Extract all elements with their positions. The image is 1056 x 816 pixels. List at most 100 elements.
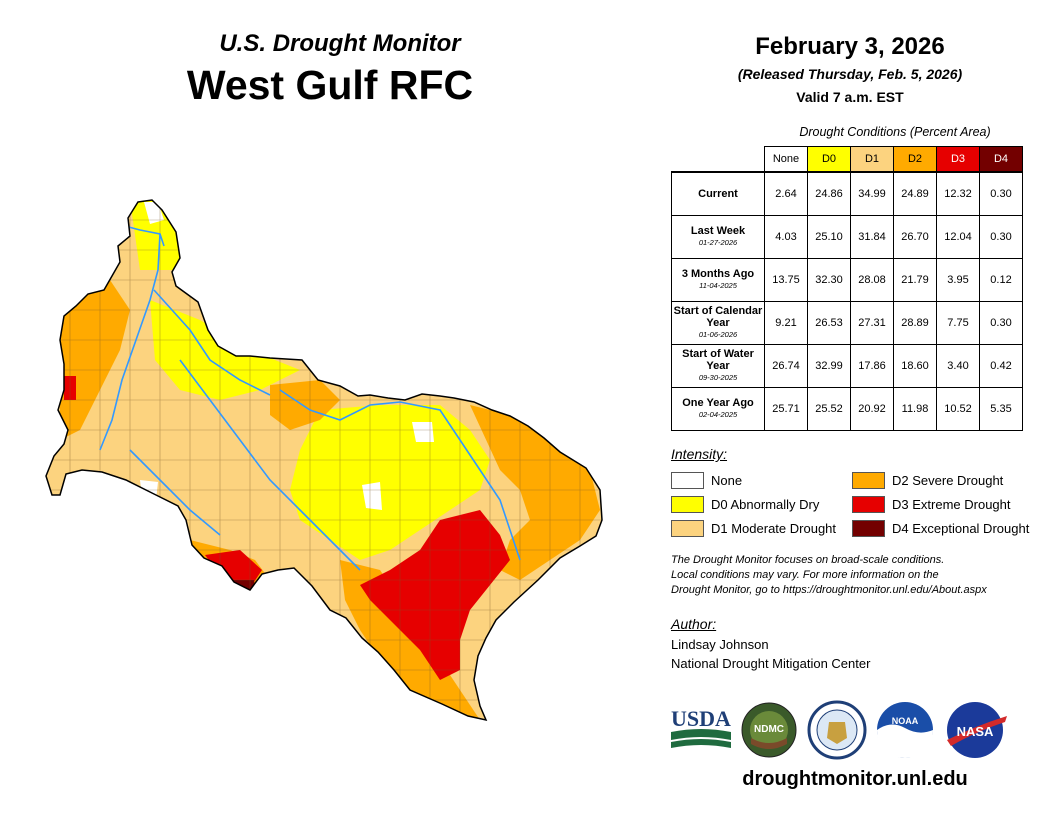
table-cell: 11.98 <box>893 387 937 431</box>
table-cell: 7.75 <box>936 301 980 345</box>
table-row-calendar-year: Start of Calendar Year 01-06-2026 9.21 26… <box>671 301 1023 345</box>
ndmc-logo: NDMC <box>741 702 797 758</box>
table-cell: 0.30 <box>979 301 1023 345</box>
legend-swatch <box>852 472 885 489</box>
row-label: One Year Ago 02-04-2025 <box>671 387 765 431</box>
table-cell: 32.30 <box>807 258 851 302</box>
table-cell: 12.32 <box>936 171 980 216</box>
svg-text:USDA: USDA <box>671 706 731 731</box>
table-cell: 10.52 <box>936 387 980 431</box>
legend-swatch <box>671 472 704 489</box>
legend-swatch <box>852 496 885 513</box>
table-cell: 27.31 <box>850 301 894 345</box>
nasa-logo: NASA <box>947 702 1007 758</box>
col-d4: D4 <box>979 146 1023 173</box>
note-line: Local conditions may vary. For more info… <box>671 569 939 581</box>
d2-zone-north-central <box>270 380 340 430</box>
table-cell: 13.75 <box>764 258 808 302</box>
table-cell: 9.21 <box>764 301 808 345</box>
rivers <box>99 219 521 571</box>
table-cell: 2.64 <box>764 171 808 216</box>
legend-swatch <box>852 520 885 537</box>
svg-text:NDMC: NDMC <box>754 724 784 735</box>
col-d0: D0 <box>807 146 851 173</box>
d3-zone-big-bend <box>205 550 262 588</box>
legend-label: D3 Extreme Drought <box>892 497 1011 512</box>
author-org: National Drought Mitigation Center <box>671 656 871 671</box>
svg-text:NASA: NASA <box>957 724 994 739</box>
table-header-row: None D0 D1 D2 D3 D4 <box>672 146 1023 173</box>
legend-swatch <box>671 496 704 513</box>
header-corner <box>672 147 765 173</box>
legend-d0: D0 Abnormally Dry <box>671 496 819 513</box>
table-cell: 24.86 <box>807 171 851 216</box>
table-cell: 12.04 <box>936 215 980 259</box>
table-cell: 34.99 <box>850 171 894 216</box>
legend-d4: D4 Exceptional Drought <box>852 520 1029 537</box>
table-cell: 26.74 <box>764 344 808 388</box>
table-cell: 5.35 <box>979 387 1023 431</box>
website-url[interactable]: droughtmonitor.unl.edu <box>742 768 968 790</box>
legend-swatch <box>671 520 704 537</box>
table-cell: 4.03 <box>764 215 808 259</box>
disclaimer-note: The Drought Monitor focuses on broad-sca… <box>671 553 1041 598</box>
legend-d3: D3 Extreme Drought <box>852 496 1011 513</box>
row-label: Last Week 01-27-2026 <box>671 215 765 259</box>
d3-zone-south-texas <box>360 510 510 680</box>
table-row-current: Current 2.64 24.86 34.99 24.89 12.32 0.3… <box>671 171 1023 216</box>
table-cell: 28.08 <box>850 258 894 302</box>
table-cell: 20.92 <box>850 387 894 431</box>
none-zone-3 <box>362 482 382 510</box>
table-cell: 3.40 <box>936 344 980 388</box>
table-cell: 24.89 <box>893 171 937 216</box>
usda-logo: USDA <box>671 706 731 748</box>
table-row-water-year: Start of Water Year 09-30-2025 26.74 32.9… <box>671 344 1023 388</box>
commerce-seal-logo <box>807 700 867 760</box>
col-d3: D3 <box>936 146 980 173</box>
legend-d1: D1 Moderate Drought <box>671 520 836 537</box>
row-label: Current <box>671 171 765 216</box>
table-cell: 17.86 <box>850 344 894 388</box>
table-cell: 26.70 <box>893 215 937 259</box>
table-cell: 0.30 <box>979 171 1023 216</box>
legend-d2: D2 Severe Drought <box>852 472 1003 489</box>
table-cell: 32.99 <box>807 344 851 388</box>
legend-label: D0 Abnormally Dry <box>711 497 820 512</box>
author-title: Author: <box>671 616 717 632</box>
col-d2: D2 <box>893 146 937 173</box>
release-date: (Released Thursday, Feb. 5, 2026) <box>737 66 963 82</box>
table-cell: 26.53 <box>807 301 851 345</box>
author-name: Lindsay Johnson <box>671 637 769 652</box>
table-cell: 31.84 <box>850 215 894 259</box>
row-label: 3 Months Ago 11-04-2025 <box>671 258 765 302</box>
table-cell: 21.79 <box>893 258 937 302</box>
note-line: Drought Monitor, go to https://droughtmo… <box>671 584 987 596</box>
d2-zone-east <box>470 405 600 580</box>
map-title: West Gulf RFC <box>186 62 474 108</box>
table-title: Drought Conditions (Percent Area) <box>799 125 991 139</box>
table-row-3-months: 3 Months Ago 11-04-2025 13.75 32.30 28.08… <box>671 258 1023 302</box>
col-none: None <box>764 146 808 173</box>
table-cell: 18.60 <box>893 344 937 388</box>
table-row-last-week: Last Week 01-27-2026 4.03 25.10 31.84 26.… <box>671 215 1023 259</box>
legend-label: D2 Severe Drought <box>892 473 1004 488</box>
legend-label: D4 Exceptional Drought <box>892 521 1030 536</box>
table-row-one-year: One Year Ago 02-04-2025 25.71 25.52 20.92… <box>671 387 1023 431</box>
table-cell: 0.30 <box>979 215 1023 259</box>
row-label: Start of Water Year 09-30-2025 <box>671 344 765 388</box>
svg-text:NOAA: NOAA <box>892 716 919 726</box>
drought-map <box>45 199 603 721</box>
table-cell: 25.52 <box>807 387 851 431</box>
legend-none: None <box>671 472 742 489</box>
conditions-table: None D0 D1 D2 D3 D4 Current 2.64 24.86 3… <box>671 146 1023 431</box>
table-cell: 0.42 <box>979 344 1023 388</box>
partner-logos: USDA NDMC NOAA NASA <box>671 698 1041 760</box>
map-subtitle: U.S. Drought Monitor <box>219 30 461 57</box>
table-cell: 25.71 <box>764 387 808 431</box>
legend-label: None <box>711 473 743 488</box>
table-cell: 0.12 <box>979 258 1023 302</box>
legend-label: D1 Moderate Drought <box>711 521 837 536</box>
legend-title: Intensity: <box>671 446 728 462</box>
map-date: February 3, 2026 <box>755 33 945 60</box>
table-cell: 28.89 <box>893 301 937 345</box>
